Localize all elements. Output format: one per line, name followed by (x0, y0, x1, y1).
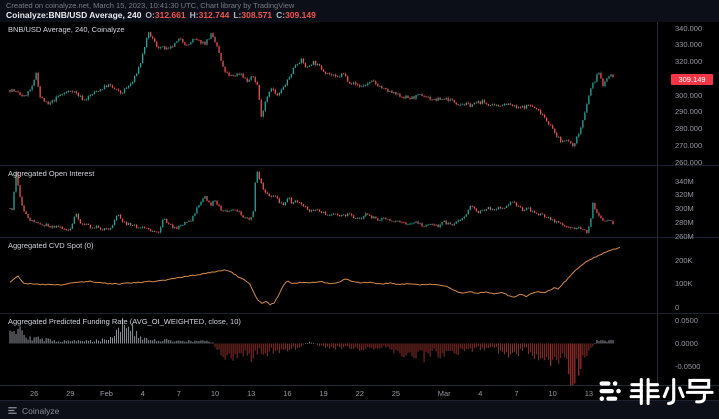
time-tick: 10 (548, 389, 557, 398)
last-price-tag: 309.149 (671, 74, 713, 86)
bnbusd-average-tick: 290.000 (675, 107, 703, 117)
aggregated-open-interest-tick: 280M (675, 217, 694, 227)
time-tick: 25 (391, 389, 401, 398)
time-tick: 16 (283, 389, 292, 398)
time-tick: 4 (140, 389, 145, 398)
time-tick: 4 (478, 389, 483, 398)
time-tick: 19 (319, 389, 328, 398)
close-label: C: (276, 10, 286, 20)
aggregated-cvd-spot-tick: 100K (675, 279, 693, 288)
time-tick: Mar (437, 389, 451, 398)
footer-brand[interactable]: Coinalyze (7, 405, 59, 416)
time-tick: 13 (584, 389, 594, 398)
time-tick: 7 (176, 389, 181, 398)
low-value: 308.571 (241, 10, 273, 20)
feixiaohao-logo-icon (599, 381, 621, 401)
aggregated-predicted-funding-rate-tick: -0.0500 (675, 362, 701, 371)
time-axis[interactable]: 26 29 Feb 4 7 10 13 16 19 22 25 Mar 4 7 10 13 (0, 385, 719, 401)
panel-label-price: BNB/USD Average, 240, Coinalyze (8, 25, 125, 34)
aggregated-open-interest-tick: 340M (675, 176, 694, 186)
bnbusd-average-tick: 340.000 (675, 23, 703, 33)
open-value: 312.661 (154, 10, 186, 20)
panel-label-funding: Aggregated Predicted Funding Rate (AVG_O… (8, 317, 241, 326)
footer-bar: Coinalyze (0, 400, 719, 419)
bnbusd-average-tick: 320.000 (675, 57, 703, 66)
time-tick: 10 (210, 389, 220, 398)
bnbusd-average-tick: 270.000 (675, 140, 703, 150)
bnbusd-average-tick: 260.000 (675, 157, 703, 167)
high-label: H: (189, 10, 199, 20)
panel-divider (0, 165, 719, 166)
panel-label-cvd: Aggregated CVD Spot (0) (8, 241, 94, 250)
panel-divider (0, 313, 719, 314)
aggregated-predicted-funding-rate-tick: 0.0500 (675, 316, 698, 325)
high-value: 312.744 (198, 10, 230, 20)
close-value: 309.149 (285, 10, 316, 20)
aggregated-cvd-spot-tick: 0 (675, 302, 680, 312)
time-tick: 7 (514, 389, 519, 398)
aggregated-open-interest-tick: 320M (675, 190, 694, 200)
time-tick: 26 (29, 389, 39, 398)
bnbusd-average-tick: 300.000 (675, 90, 703, 100)
aggregated-cvd-spot-tick: 200K (675, 255, 693, 265)
coinalyze-logo-icon (8, 407, 17, 414)
time-tick: 22 (355, 389, 364, 398)
created-attribution-line: Created on coinalyze.net, March 15, 2023… (6, 1, 295, 10)
price-scale-axis[interactable]: 309.149 340.000 330.000 320.000 300.000 290.… (658, 22, 719, 385)
symbol-name: Coinalyze:BNB/USD Average, 240 (6, 10, 142, 20)
time-tick: 29 (66, 389, 75, 398)
time-tick: Feb (100, 389, 113, 398)
aggregated-predicted-funding-rate-tick: 0.0000 (675, 339, 698, 348)
footer-brand-label: Coinalyze (22, 405, 60, 416)
feixiaohao-watermark (597, 377, 715, 406)
low-label: L: (233, 10, 242, 20)
panel-label-open-interest: Aggregated Open Interest (8, 169, 95, 178)
feixiaohao-wordmark (629, 378, 714, 405)
aggregated-open-interest-tick: 300M (675, 204, 694, 213)
open-label: O: (145, 10, 155, 20)
panel-divider (0, 237, 719, 238)
aggregated-open-interest-tick: 260M (675, 231, 694, 241)
bnbusd-average-tick: 280.000 (675, 124, 703, 133)
time-tick: 13 (247, 389, 256, 398)
bnbusd-average-tick: 330.000 (675, 40, 703, 50)
chart-header: Created on coinalyze.net, March 15, 2023… (0, 0, 719, 22)
symbol-ohlc-line: Coinalyze:BNB/USD Average, 240 O:312.661 H… (6, 10, 316, 20)
